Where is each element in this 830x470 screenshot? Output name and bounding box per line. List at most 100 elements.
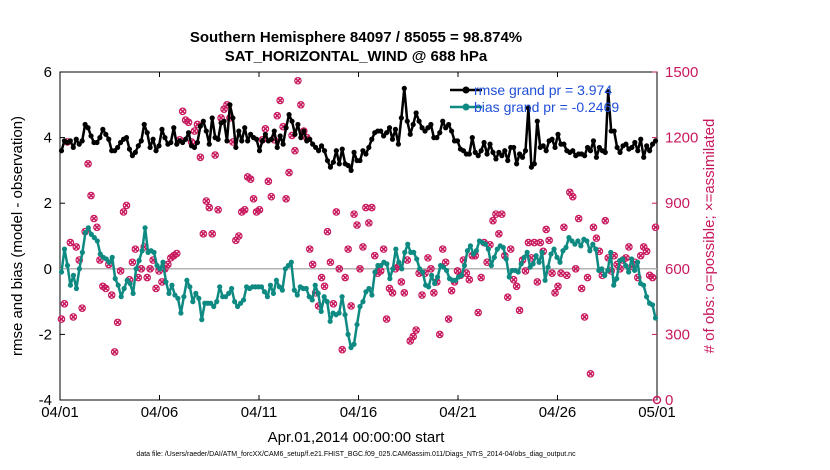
- rmse-point: [469, 135, 475, 141]
- rmse-point: [487, 141, 493, 147]
- rmse-point: [561, 141, 567, 147]
- bias-point: [106, 259, 112, 265]
- obs-possible-marker: [60, 299, 69, 308]
- bias-point: [178, 310, 184, 316]
- obs-assimilated-marker: [649, 274, 656, 281]
- obs-assimilated-marker: [445, 315, 452, 323]
- rmse-point: [168, 139, 174, 146]
- obs-possible-marker: [294, 76, 302, 85]
- obs-assimilated-marker: [368, 204, 375, 211]
- obs-possible-marker: [577, 284, 586, 293]
- obs-assimilated-marker: [531, 239, 538, 246]
- obs-possible-marker: [320, 282, 329, 291]
- bias-point: [536, 259, 542, 265]
- bias-point: [608, 249, 614, 255]
- obs-assimilated-marker: [534, 278, 541, 286]
- obs-possible-marker: [305, 245, 314, 253]
- rmse-point: [159, 126, 165, 132]
- bias-point: [548, 251, 554, 257]
- obs-possible-marker: [93, 223, 101, 232]
- rmse-point: [490, 149, 496, 155]
- bias-point: [402, 249, 408, 255]
- obs-possible-marker: [400, 289, 409, 297]
- rmse-point: [70, 144, 76, 151]
- rmse-point: [156, 143, 162, 149]
- rmse-point: [357, 157, 363, 164]
- y-tick-label: -4: [39, 392, 52, 409]
- bias-point: [64, 262, 71, 269]
- bias-point: [261, 289, 268, 295]
- obs-possible-marker: [498, 210, 506, 218]
- bias-point: [366, 285, 372, 292]
- rmse-point: [147, 144, 153, 151]
- obs-possible-marker: [96, 256, 104, 264]
- tick-group: 04/01 04/06 04/11 04/16 04/21 04/26 05/01 -4 -2 0…: [39, 64, 699, 421]
- rmse-point: [363, 151, 369, 157]
- rmse-point: [632, 139, 638, 146]
- obs-assimilated-marker: [138, 265, 145, 272]
- rmse-point: [307, 136, 313, 142]
- rmse-point: [440, 118, 446, 124]
- bias-point: [82, 230, 88, 236]
- obs-assimilated-marker: [146, 265, 154, 272]
- obs-assimilated-marker: [214, 206, 222, 213]
- obs-assimilated-marker: [61, 300, 68, 307]
- rmse-point: [434, 135, 440, 141]
- rmse-point: [389, 136, 396, 142]
- y-axis-label: rmse and bias (model - observation): [9, 116, 26, 356]
- bias-point: [426, 284, 432, 290]
- obs-assimilated-marker: [362, 204, 370, 211]
- rmse-point: [437, 130, 443, 136]
- obs-possible-marker: [72, 243, 81, 251]
- rmse-point: [493, 156, 499, 162]
- rmse-point: [366, 144, 372, 151]
- bias-point: [127, 280, 133, 287]
- obs-assimilated-marker: [442, 259, 449, 266]
- obs-possible-marker: [477, 273, 485, 282]
- bias-point: [318, 308, 324, 315]
- obs-possible-marker: [424, 254, 432, 262]
- rmse-point: [236, 128, 242, 134]
- bias-point: [626, 269, 632, 275]
- obs-assimilated-marker: [590, 224, 597, 231]
- bias-point: [157, 266, 163, 272]
- obs-assimilated-marker: [203, 197, 210, 205]
- rmse-point: [150, 136, 156, 142]
- bias-point: [226, 290, 232, 296]
- bias-point: [264, 294, 271, 300]
- x-tick-label: 04/21: [439, 404, 477, 421]
- bias-point: [590, 241, 596, 247]
- bias-point: [390, 266, 396, 272]
- obs-possible-marker: [521, 267, 530, 275]
- obs-assimilated-marker: [206, 204, 213, 211]
- bias-point: [211, 303, 217, 310]
- obs-assimilated-marker: [102, 285, 109, 292]
- bias-point: [503, 256, 509, 262]
- rmse-point: [316, 148, 322, 154]
- obs-assimilated-marker: [250, 195, 257, 202]
- rmse-point: [233, 144, 239, 151]
- x-tick-label: 05/01: [638, 404, 676, 421]
- obs-possible-marker: [651, 223, 660, 232]
- obs-assimilated-marker: [365, 219, 373, 227]
- obs-possible-marker: [568, 192, 577, 201]
- obs-possible-marker: [438, 245, 447, 253]
- obs-possible-marker: [128, 258, 137, 267]
- obs-assimilated-marker: [537, 239, 544, 246]
- obs-possible-marker: [412, 326, 420, 334]
- obs-possible-marker: [503, 293, 512, 302]
- rmse-point: [298, 135, 304, 141]
- obs-possible-marker: [548, 269, 556, 277]
- rmse-point: [333, 148, 339, 154]
- legend-rmse-label: rmse grand pr = 3.974: [474, 82, 612, 98]
- obs-assimilated-marker: [333, 208, 340, 216]
- rmse-point: [514, 161, 520, 167]
- obs-possible-marker: [571, 264, 580, 273]
- bias-point: [372, 269, 378, 275]
- x-tick-label: 04/01: [41, 404, 79, 421]
- bias-point: [118, 294, 124, 300]
- obs-possible-marker: [648, 273, 657, 282]
- y2-tick-label: 0: [665, 392, 673, 409]
- obs-assimilated-marker: [93, 224, 101, 231]
- bias-point: [217, 284, 223, 290]
